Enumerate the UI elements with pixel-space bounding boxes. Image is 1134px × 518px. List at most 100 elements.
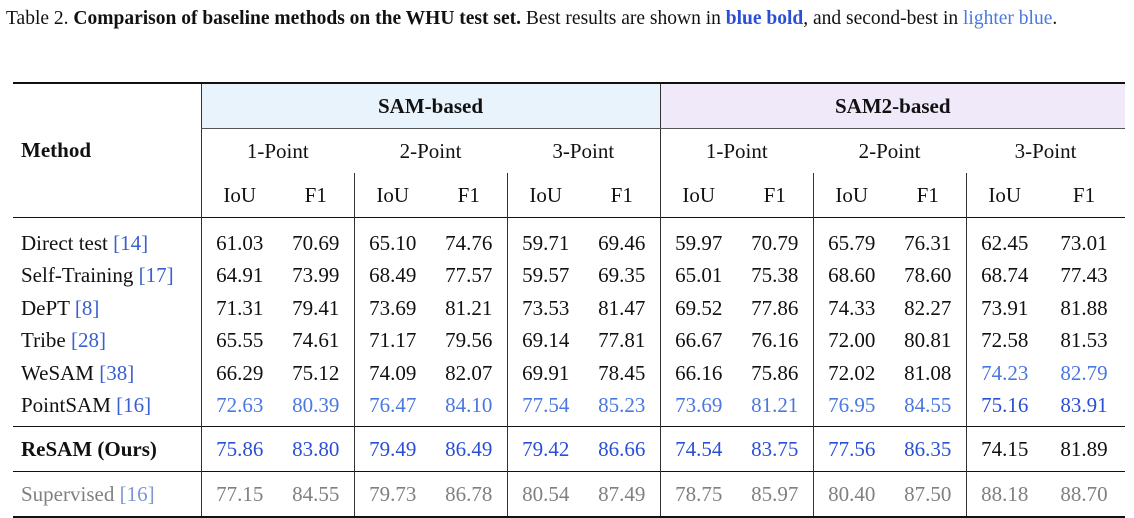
method-name-cell: Supervised [16] <box>13 472 201 518</box>
metric-header: F1 <box>916 182 939 207</box>
value-cell: 81.53 <box>1060 328 1108 353</box>
value-cell: 65.55 <box>200 324 278 357</box>
metric-header: F1 <box>610 182 633 207</box>
point-header: 3-Point <box>1014 138 1077 163</box>
citation-link[interactable]: [14] <box>113 230 149 255</box>
point-header: 2-Point <box>858 138 921 163</box>
value-cell: 72.58 <box>965 324 1043 357</box>
value-cell: 87.50 <box>904 481 952 506</box>
value-cell: 85.97 <box>751 481 799 506</box>
citation-link[interactable]: [17] <box>138 263 174 288</box>
value-cell: 65.01 <box>659 259 737 292</box>
value-cell: 70.69 <box>292 230 340 255</box>
metric-header: IoU <box>965 173 1043 218</box>
value-cell: 77.81 <box>598 328 646 353</box>
value-cell: 69.46 <box>598 230 646 255</box>
value-cell: 72.02 <box>812 357 890 390</box>
value-cell: 75.12 <box>292 360 340 385</box>
value-cell: 81.47 <box>598 295 646 320</box>
caption-prefix: Table 2. <box>6 8 69 29</box>
value-cell: 74.15 <box>965 426 1043 472</box>
value-cell: 83.80 <box>292 436 340 461</box>
method-name-cell: Self-Training [17] <box>13 260 201 293</box>
caption-title: Comparison of baseline methods on the WH… <box>73 8 522 29</box>
value-cell: 88.70 <box>1060 481 1108 506</box>
value-cell: 77.43 <box>1060 263 1108 288</box>
table-row: WeSAM [38] 66.29 75.12 74.09 82.07 69.91 78.45… <box>13 357 1125 390</box>
value-cell: 65.10 <box>353 217 431 260</box>
caption-best-label: blue bold <box>725 8 804 29</box>
caption-text-1: Best results are shown in <box>525 8 721 29</box>
metric-header: F1 <box>1072 182 1096 207</box>
caption-text-2: , and second-best in <box>803 8 959 29</box>
value-cell: 62.45 <box>965 217 1043 260</box>
value-cell: 75.38 <box>751 263 799 288</box>
caption-second-label: lighter blue <box>963 8 1053 29</box>
citation-link[interactable]: [16] <box>116 393 152 418</box>
value-cell: 74.09 <box>353 357 431 390</box>
value-cell: 68.74 <box>965 259 1043 292</box>
method-name: Direct test <box>21 230 108 255</box>
table-row: Direct test [14] 61.03 70.69 65.10 74.76 59.7… <box>13 217 1125 260</box>
value-cell: 85.23 <box>598 393 646 418</box>
point-header: 1-Point <box>659 128 813 173</box>
value-cell: 81.89 <box>1060 436 1108 461</box>
table-row: Supervised [16] 77.15 84.55 79.73 86.78 80.54… <box>13 471 1125 518</box>
value-cell: 79.41 <box>292 295 340 320</box>
value-cell: 74.23 <box>965 357 1043 390</box>
value-cell: 83.75 <box>751 436 799 461</box>
value-cell: 80.39 <box>292 393 340 418</box>
citation-link[interactable]: [8] <box>74 295 100 320</box>
value-cell: 73.53 <box>506 292 584 325</box>
value-cell: 72.00 <box>812 324 890 357</box>
point-header: 3-Point <box>552 138 615 163</box>
value-cell: 83.91 <box>1060 393 1108 418</box>
value-cell: 78.75 <box>659 471 737 517</box>
value-cell: 79.42 <box>506 426 584 472</box>
value-cell: 75.16 <box>965 389 1043 427</box>
method-name: PointSAM <box>21 393 111 418</box>
value-cell: 69.14 <box>506 324 584 357</box>
value-cell: 69.35 <box>598 263 646 288</box>
citation-link[interactable]: [28] <box>71 328 106 353</box>
value-cell: 82.07 <box>445 360 493 385</box>
value-cell: 72.63 <box>200 389 278 427</box>
metric-header: F1 <box>304 182 327 207</box>
caption-end: . <box>1052 8 1058 29</box>
method-name: Supervised <box>21 481 115 506</box>
citation-link[interactable]: [16] <box>119 481 155 506</box>
value-cell: 73.99 <box>292 263 340 288</box>
method-name-cell: Direct test [14] <box>13 218 201 260</box>
value-cell: 68.60 <box>812 259 890 292</box>
metric-header: IoU <box>200 173 278 218</box>
value-cell: 73.01 <box>1060 230 1108 255</box>
value-cell: 77.57 <box>445 263 493 288</box>
value-cell: 84.10 <box>445 393 493 418</box>
value-cell: 71.31 <box>200 292 278 325</box>
method-name: Self-Training <box>21 263 134 288</box>
method-name: WeSAM <box>21 360 94 385</box>
method-name: ReSAM (Ours) <box>21 436 157 461</box>
value-cell: 61.03 <box>200 217 278 260</box>
value-cell: 86.49 <box>445 436 493 461</box>
value-cell: 77.54 <box>506 389 584 427</box>
value-cell: 76.16 <box>751 328 799 353</box>
value-cell: 66.67 <box>659 324 737 357</box>
metric-header: IoU <box>812 173 890 218</box>
table-caption: Table 2. Comparison of baseline methods … <box>6 5 1132 33</box>
value-cell: 86.35 <box>904 436 952 461</box>
value-cell: 76.31 <box>904 230 952 255</box>
value-cell: 81.08 <box>904 360 952 385</box>
metric-header: F1 <box>457 182 480 207</box>
value-cell: 86.66 <box>598 436 646 461</box>
table-row: ReSAM (Ours) 75.86 83.80 79.49 86.49 79.42 86.… <box>13 426 1125 472</box>
method-name: Tribe <box>21 328 66 353</box>
value-cell: 86.78 <box>445 481 493 506</box>
value-cell: 82.79 <box>1060 360 1108 385</box>
value-cell: 77.15 <box>200 471 278 517</box>
metric-header: IoU <box>506 173 584 218</box>
table-row: Tribe [28] 65.55 74.61 71.17 79.56 69.14 77.81… <box>13 324 1125 357</box>
value-cell: 59.71 <box>506 217 584 260</box>
citation-link[interactable]: [38] <box>99 360 135 385</box>
value-cell: 88.18 <box>965 471 1043 517</box>
